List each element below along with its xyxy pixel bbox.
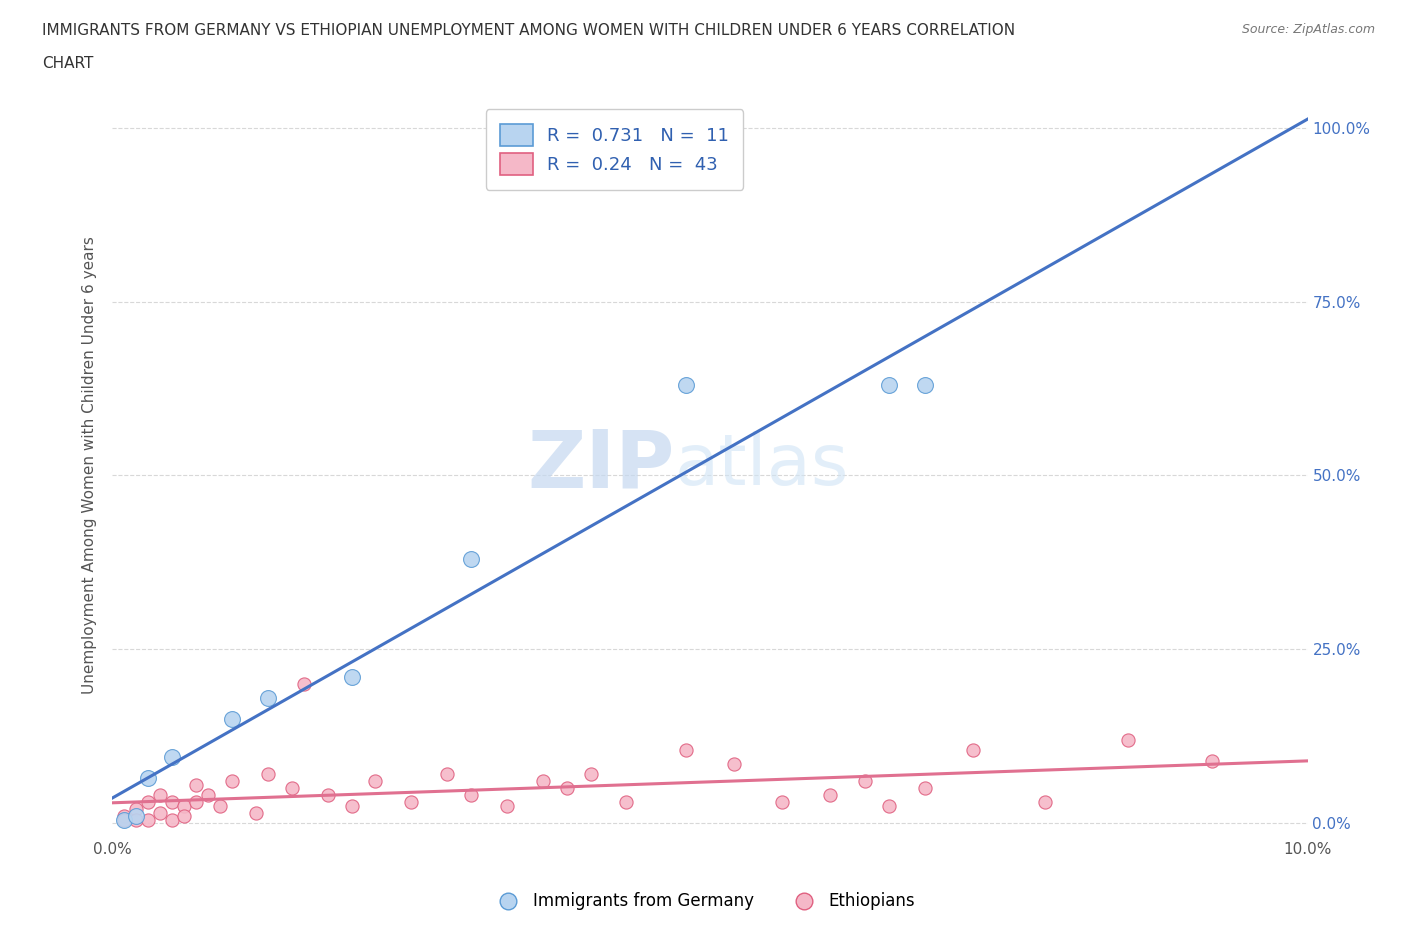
- Point: [173, 798, 195, 813]
- Point: [818, 788, 841, 803]
- Point: [616, 795, 638, 810]
- Point: [436, 767, 458, 782]
- Point: [221, 774, 243, 789]
- Y-axis label: Unemployment Among Women with Children Under 6 years: Unemployment Among Women with Children U…: [82, 236, 97, 694]
- Point: [675, 743, 697, 758]
- Point: [460, 551, 482, 566]
- Point: [1118, 732, 1140, 747]
- Point: [401, 795, 423, 810]
- Point: [364, 774, 387, 789]
- Point: [162, 812, 183, 827]
- Point: [496, 798, 519, 813]
- Point: [257, 767, 280, 782]
- Point: [162, 795, 183, 810]
- Point: [125, 812, 148, 827]
- Point: [555, 781, 578, 796]
- Point: [257, 690, 280, 705]
- Point: [1201, 753, 1223, 768]
- Point: [460, 788, 482, 803]
- Point: [879, 378, 901, 392]
- Point: [221, 711, 243, 726]
- Point: [770, 795, 793, 810]
- Point: [962, 743, 984, 758]
- Point: [914, 781, 936, 796]
- Text: IMMIGRANTS FROM GERMANY VS ETHIOPIAN UNEMPLOYMENT AMONG WOMEN WITH CHILDREN UNDE: IMMIGRANTS FROM GERMANY VS ETHIOPIAN UNE…: [42, 23, 1015, 38]
- Point: [114, 812, 135, 827]
- Text: atlas: atlas: [675, 431, 849, 499]
- Point: [245, 805, 267, 820]
- Point: [579, 767, 602, 782]
- Point: [340, 670, 363, 684]
- Point: [138, 812, 160, 827]
- Point: [114, 809, 135, 824]
- Point: [340, 798, 363, 813]
- Point: [186, 795, 208, 810]
- Legend: R =  0.731   N =  11, R =  0.24   N =  43: R = 0.731 N = 11, R = 0.24 N = 43: [485, 110, 744, 190]
- Point: [186, 777, 208, 792]
- Point: [138, 795, 160, 810]
- Point: [723, 756, 745, 771]
- Point: [914, 378, 936, 392]
- Point: [209, 798, 232, 813]
- Text: Source: ZipAtlas.com: Source: ZipAtlas.com: [1241, 23, 1375, 36]
- Point: [149, 788, 172, 803]
- Point: [1033, 795, 1056, 810]
- Point: [316, 788, 339, 803]
- Legend: Immigrants from Germany, Ethiopians: Immigrants from Germany, Ethiopians: [484, 885, 922, 917]
- Point: [855, 774, 877, 789]
- Point: [675, 378, 697, 392]
- Point: [281, 781, 304, 796]
- Point: [149, 805, 172, 820]
- Point: [162, 750, 183, 764]
- Point: [173, 809, 195, 824]
- Text: ZIP: ZIP: [527, 426, 675, 504]
- Point: [138, 770, 160, 785]
- Point: [292, 677, 315, 692]
- Text: CHART: CHART: [42, 56, 94, 71]
- Point: [125, 809, 148, 824]
- Point: [114, 812, 135, 827]
- Point: [197, 788, 219, 803]
- Point: [879, 798, 901, 813]
- Point: [125, 802, 148, 817]
- Point: [531, 774, 554, 789]
